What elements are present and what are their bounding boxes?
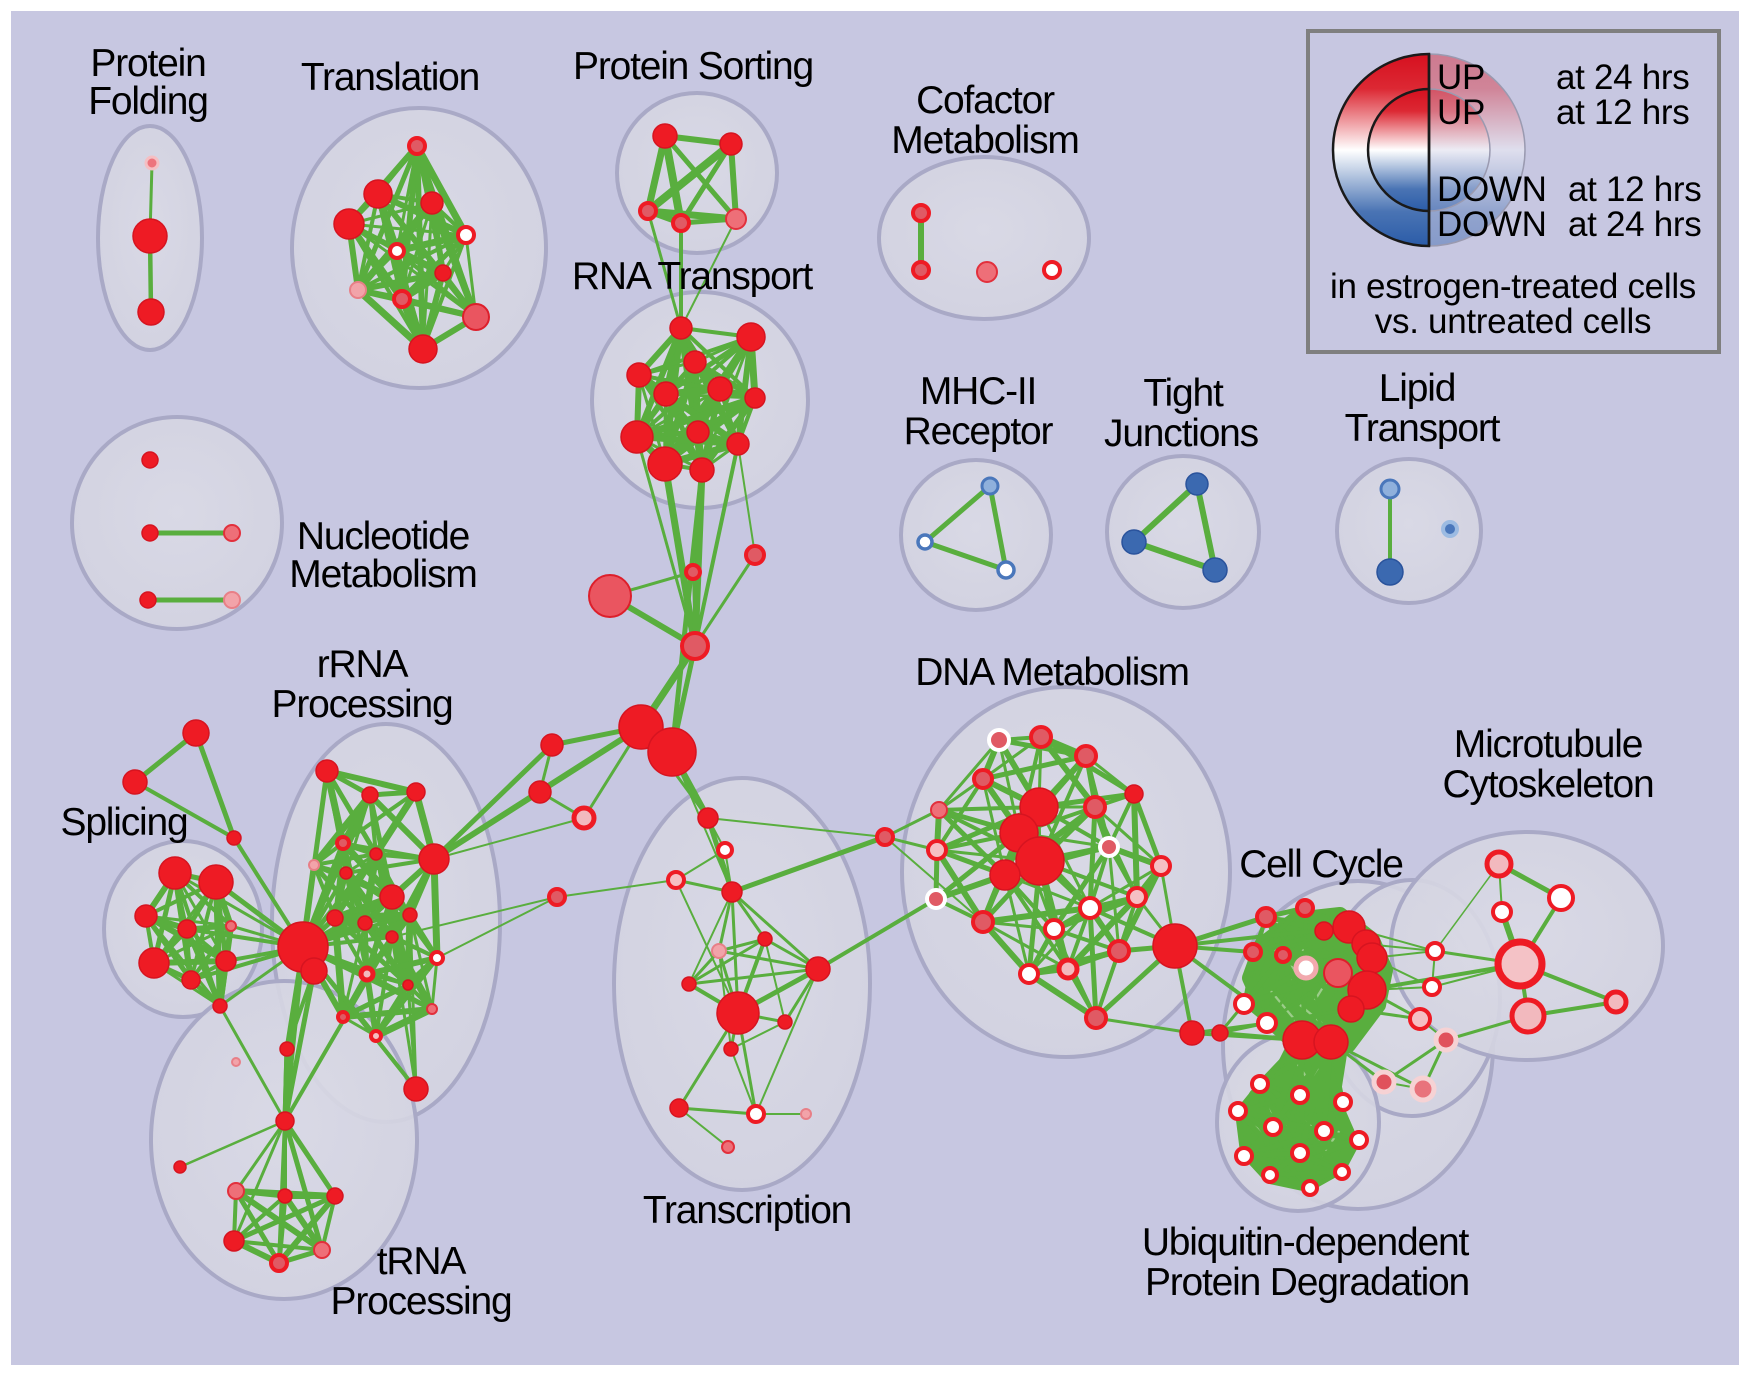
svg-text:at 24 hrs: at 24 hrs — [1568, 205, 1702, 244]
svg-text:Tight: Tight — [1143, 372, 1224, 415]
svg-text:Protein Degradation: Protein Degradation — [1145, 1261, 1469, 1304]
svg-text:MHC-II: MHC-II — [920, 370, 1036, 413]
svg-text:Nucleotide: Nucleotide — [297, 515, 469, 558]
svg-text:Processing: Processing — [272, 683, 453, 726]
svg-text:Metabolism: Metabolism — [289, 553, 476, 596]
svg-text:Transcription: Transcription — [643, 1189, 851, 1232]
svg-text:Translation: Translation — [301, 56, 479, 99]
svg-text:Processing: Processing — [331, 1280, 512, 1323]
svg-text:Junctions: Junctions — [1104, 412, 1259, 455]
svg-text:Receptor: Receptor — [904, 410, 1054, 453]
svg-text:Metabolism: Metabolism — [891, 119, 1078, 162]
svg-text:Folding: Folding — [88, 80, 208, 123]
svg-text:Cytoskeleton: Cytoskeleton — [1442, 763, 1653, 806]
svg-text:Ubiquitin-dependent: Ubiquitin-dependent — [1142, 1221, 1470, 1264]
svg-text:Microtubule: Microtubule — [1454, 723, 1642, 766]
svg-text:Transport: Transport — [1345, 407, 1501, 450]
svg-text:UP: UP — [1437, 58, 1485, 97]
svg-text:in estrogen-treated cells: in estrogen-treated cells — [1330, 267, 1696, 306]
svg-text:rRNA: rRNA — [317, 643, 409, 686]
svg-text:Protein Sorting: Protein Sorting — [573, 45, 813, 88]
svg-text:RNA Transport: RNA Transport — [572, 255, 814, 298]
svg-text:DNA Metabolism: DNA Metabolism — [915, 651, 1189, 694]
svg-text:tRNA: tRNA — [377, 1240, 467, 1283]
svg-text:Cofactor: Cofactor — [916, 79, 1055, 122]
svg-text:Cell Cycle: Cell Cycle — [1239, 843, 1403, 886]
svg-text:at 12 hrs: at 12 hrs — [1556, 93, 1690, 132]
svg-text:DOWN: DOWN — [1437, 205, 1547, 244]
svg-text:vs. untreated cells: vs. untreated cells — [1375, 302, 1651, 341]
svg-text:Protein: Protein — [90, 42, 205, 85]
svg-text:at 24 hrs: at 24 hrs — [1556, 58, 1690, 97]
svg-text:DOWN: DOWN — [1437, 170, 1547, 209]
svg-text:UP: UP — [1437, 93, 1485, 132]
svg-text:Splicing: Splicing — [61, 801, 188, 844]
svg-text:at 12 hrs: at 12 hrs — [1568, 170, 1702, 209]
svg-text:Lipid: Lipid — [1379, 367, 1455, 410]
